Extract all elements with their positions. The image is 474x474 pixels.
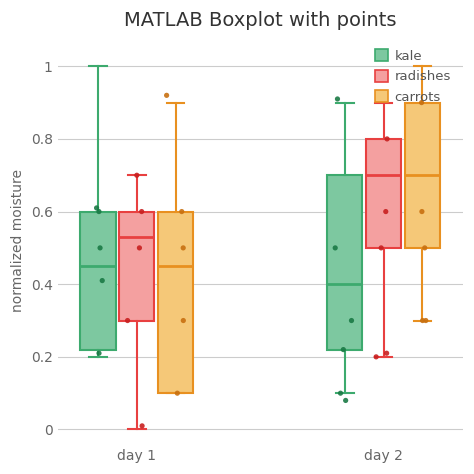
Point [422, 317, 429, 324]
FancyBboxPatch shape [119, 211, 155, 320]
Point [138, 208, 146, 215]
Point [138, 422, 146, 429]
Title: MATLAB Boxplot with points: MATLAB Boxplot with points [124, 11, 396, 30]
Point [124, 317, 131, 324]
FancyBboxPatch shape [405, 102, 440, 248]
Point [334, 95, 341, 103]
Point [339, 346, 347, 354]
Point [418, 208, 426, 215]
Point [342, 397, 349, 404]
Point [383, 135, 391, 143]
Point [95, 349, 103, 357]
FancyBboxPatch shape [81, 211, 116, 350]
Point [337, 389, 344, 397]
FancyBboxPatch shape [366, 139, 401, 248]
FancyBboxPatch shape [327, 175, 363, 350]
Point [99, 277, 106, 284]
Point [180, 244, 187, 252]
Point [421, 244, 428, 252]
Point [163, 91, 171, 99]
Legend: kale, radishes, carrots: kale, radishes, carrots [370, 44, 456, 109]
Point [96, 244, 104, 252]
Point [331, 244, 339, 252]
Point [419, 317, 427, 324]
Point [377, 244, 385, 252]
Point [178, 208, 185, 215]
Point [93, 204, 100, 212]
Point [173, 389, 181, 397]
Point [180, 317, 187, 324]
Point [382, 208, 390, 215]
Point [373, 353, 380, 361]
Point [383, 349, 391, 357]
Point [348, 317, 356, 324]
Point [133, 172, 141, 179]
Point [95, 208, 103, 215]
Point [136, 244, 143, 252]
Point [418, 99, 425, 106]
FancyBboxPatch shape [158, 211, 193, 393]
Y-axis label: normalized moisture: normalized moisture [11, 169, 25, 312]
